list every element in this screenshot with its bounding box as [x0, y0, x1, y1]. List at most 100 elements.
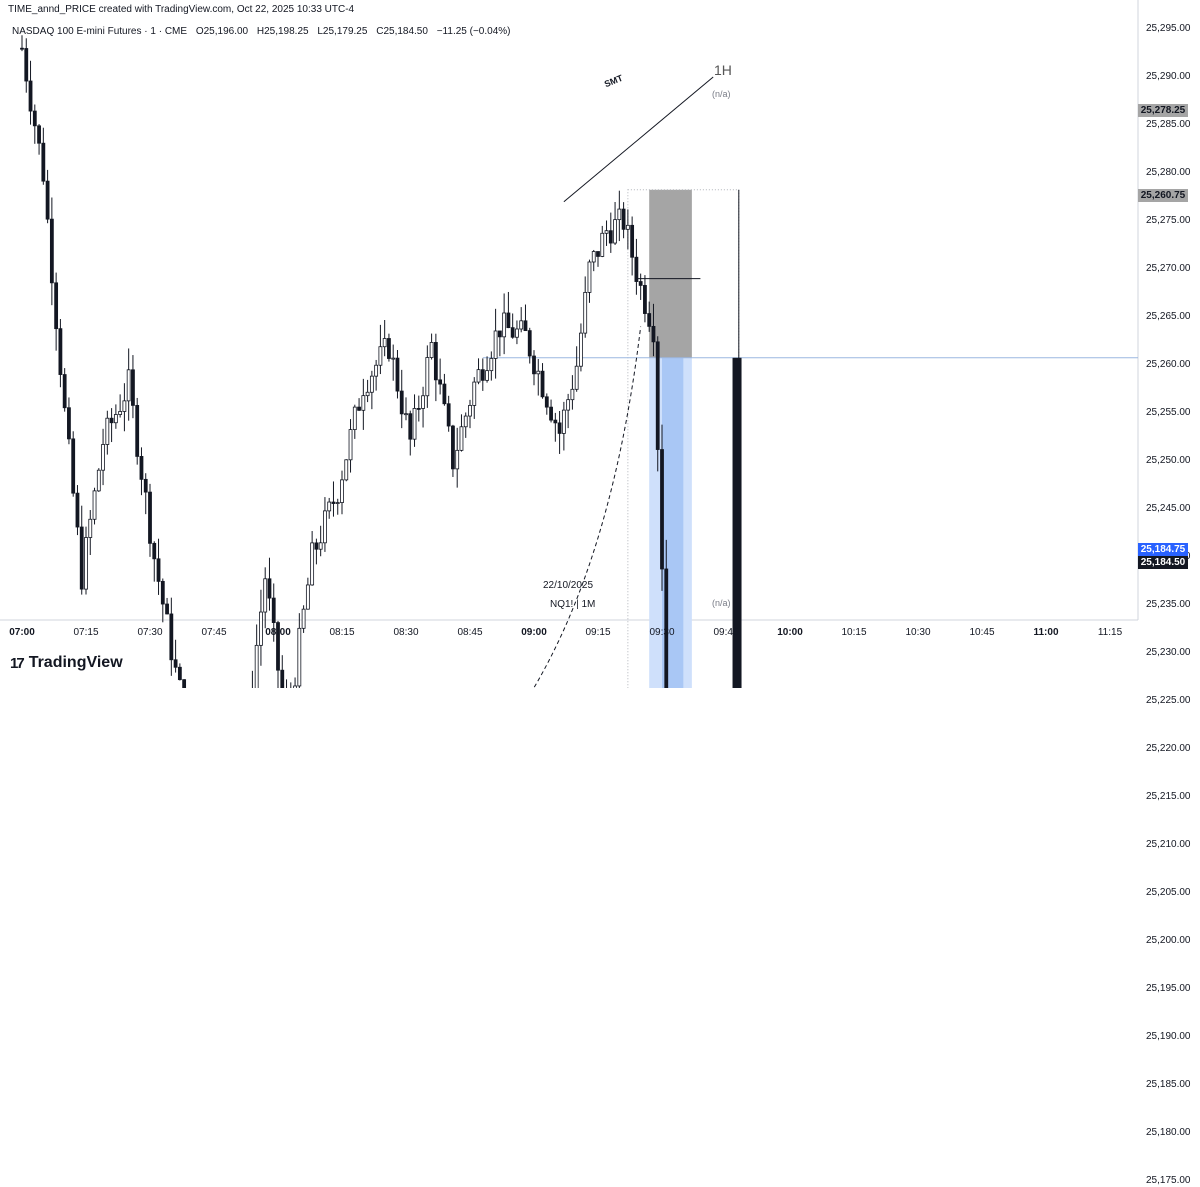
- dashed-curve: [533, 326, 642, 688]
- na-label-top: (n/a): [712, 89, 731, 99]
- price-tag-last: 25,184.50: [1138, 556, 1188, 569]
- price-tick-label: 25,255.00: [1146, 407, 1191, 418]
- candle-body: [421, 395, 425, 409]
- tradingview-logo[interactable]: 17 TradingView: [10, 654, 123, 672]
- candle-body: [323, 510, 327, 544]
- price-tick-label: 25,185.00: [1146, 1079, 1191, 1090]
- smt-line: [563, 76, 714, 203]
- candle-body: [139, 456, 144, 480]
- candle-body: [566, 399, 571, 411]
- price-tick-label: 25,275.00: [1146, 215, 1191, 226]
- candle-body: [37, 125, 41, 144]
- candle-body: [485, 370, 489, 381]
- candle-body: [408, 413, 413, 440]
- candle-body: [105, 417, 110, 445]
- candle-body: [58, 328, 63, 375]
- drawings-layer: [482, 76, 1138, 688]
- time-tick-label: 11:00: [1033, 627, 1059, 638]
- symbol-name: NASDAQ 100 E-mini Futures · 1 · CME: [12, 26, 188, 37]
- candle-body: [71, 438, 76, 494]
- price-chart[interactable]: [0, 0, 1200, 688]
- candle-body: [352, 406, 357, 430]
- candle-body: [617, 208, 622, 221]
- candle-body: [54, 282, 59, 330]
- candle-body: [570, 388, 575, 401]
- instrument-label: NQ1! | 1M: [550, 599, 596, 610]
- price-tick-label: 25,245.00: [1146, 503, 1191, 514]
- price-tick-label: 25,295.00: [1146, 23, 1191, 34]
- ohlc-open: O25,196.00: [195, 26, 249, 37]
- time-tick-label: 09:15: [585, 627, 611, 638]
- price-tick-label: 25,215.00: [1146, 791, 1191, 802]
- time-tick-label: 08:45: [457, 627, 483, 638]
- price-tick-label: 25,225.00: [1146, 695, 1191, 706]
- zones-layer: [627, 189, 740, 688]
- price-tick-label: 25,190.00: [1146, 1031, 1191, 1042]
- time-tick-label: 07:00: [9, 627, 35, 638]
- candle-body: [143, 478, 148, 493]
- candle-body: [412, 408, 417, 440]
- price-tick-label: 25,250.00: [1146, 455, 1191, 466]
- candle-body: [259, 611, 263, 646]
- candle-body: [544, 396, 549, 408]
- candle-body: [429, 342, 434, 358]
- candle-body: [510, 327, 515, 338]
- candle-body: [293, 685, 297, 688]
- candle-body: [387, 338, 391, 359]
- candle-body: [553, 419, 558, 424]
- candle-body: [118, 411, 123, 415]
- candle-body: [463, 415, 468, 428]
- time-tick-label: 09:45: [713, 627, 739, 638]
- candle-body: [608, 230, 613, 244]
- candle-body: [574, 365, 579, 390]
- candle-body: [459, 426, 464, 451]
- candle-body: [502, 312, 507, 338]
- candle-body: [305, 584, 310, 610]
- candle-body: [271, 597, 276, 623]
- candle-body: [67, 407, 71, 440]
- candle-body: [109, 417, 114, 424]
- candle-body: [49, 218, 54, 284]
- time-tick-label: 08:00: [265, 627, 291, 638]
- candle-body: [96, 469, 101, 492]
- price-tag-blue: 25,184.75: [1138, 543, 1188, 556]
- price-tick-label: 25,200.00: [1146, 935, 1191, 946]
- candle-body: [604, 230, 609, 234]
- target-bar: [732, 357, 742, 688]
- candle-body: [540, 370, 545, 398]
- candle-body: [596, 251, 600, 257]
- candle-body: [472, 381, 477, 406]
- candle-body: [173, 659, 178, 668]
- timeframe-label: 1H: [714, 62, 732, 78]
- candle-body: [335, 502, 340, 504]
- price-tick-label: 25,290.00: [1146, 71, 1191, 82]
- candle-body: [131, 369, 135, 406]
- candle-body: [276, 622, 280, 671]
- candle-body: [625, 224, 630, 230]
- price-tick-label: 25,210.00: [1146, 839, 1191, 850]
- date-label: 22/10/2025: [543, 580, 594, 591]
- candle-body: [425, 357, 430, 397]
- time-tick-label: 11:15: [1097, 627, 1123, 638]
- candle-body: [24, 48, 29, 82]
- candle-body: [647, 313, 652, 327]
- candle-body: [395, 357, 400, 392]
- candle-body: [591, 251, 596, 263]
- candle-body: [92, 490, 97, 520]
- candle-body: [480, 369, 485, 381]
- candle-body: [579, 332, 583, 367]
- candle-body: [489, 358, 494, 372]
- candle-body: [156, 558, 161, 582]
- time-tick-label: 08:30: [393, 627, 419, 638]
- na-label-bottom: (n/a): [712, 598, 731, 608]
- candle-body: [660, 449, 664, 570]
- candle-body: [310, 542, 315, 586]
- candle-body: [561, 409, 566, 434]
- candle-body: [263, 578, 268, 613]
- symbol-legend[interactable]: NASDAQ 100 E-mini Futures · 1 · CME O25,…: [12, 26, 516, 37]
- candle-body: [28, 80, 33, 112]
- candle-body: [41, 142, 46, 182]
- candle-body: [75, 492, 80, 528]
- candle-body: [497, 330, 502, 338]
- candle-body: [655, 341, 660, 450]
